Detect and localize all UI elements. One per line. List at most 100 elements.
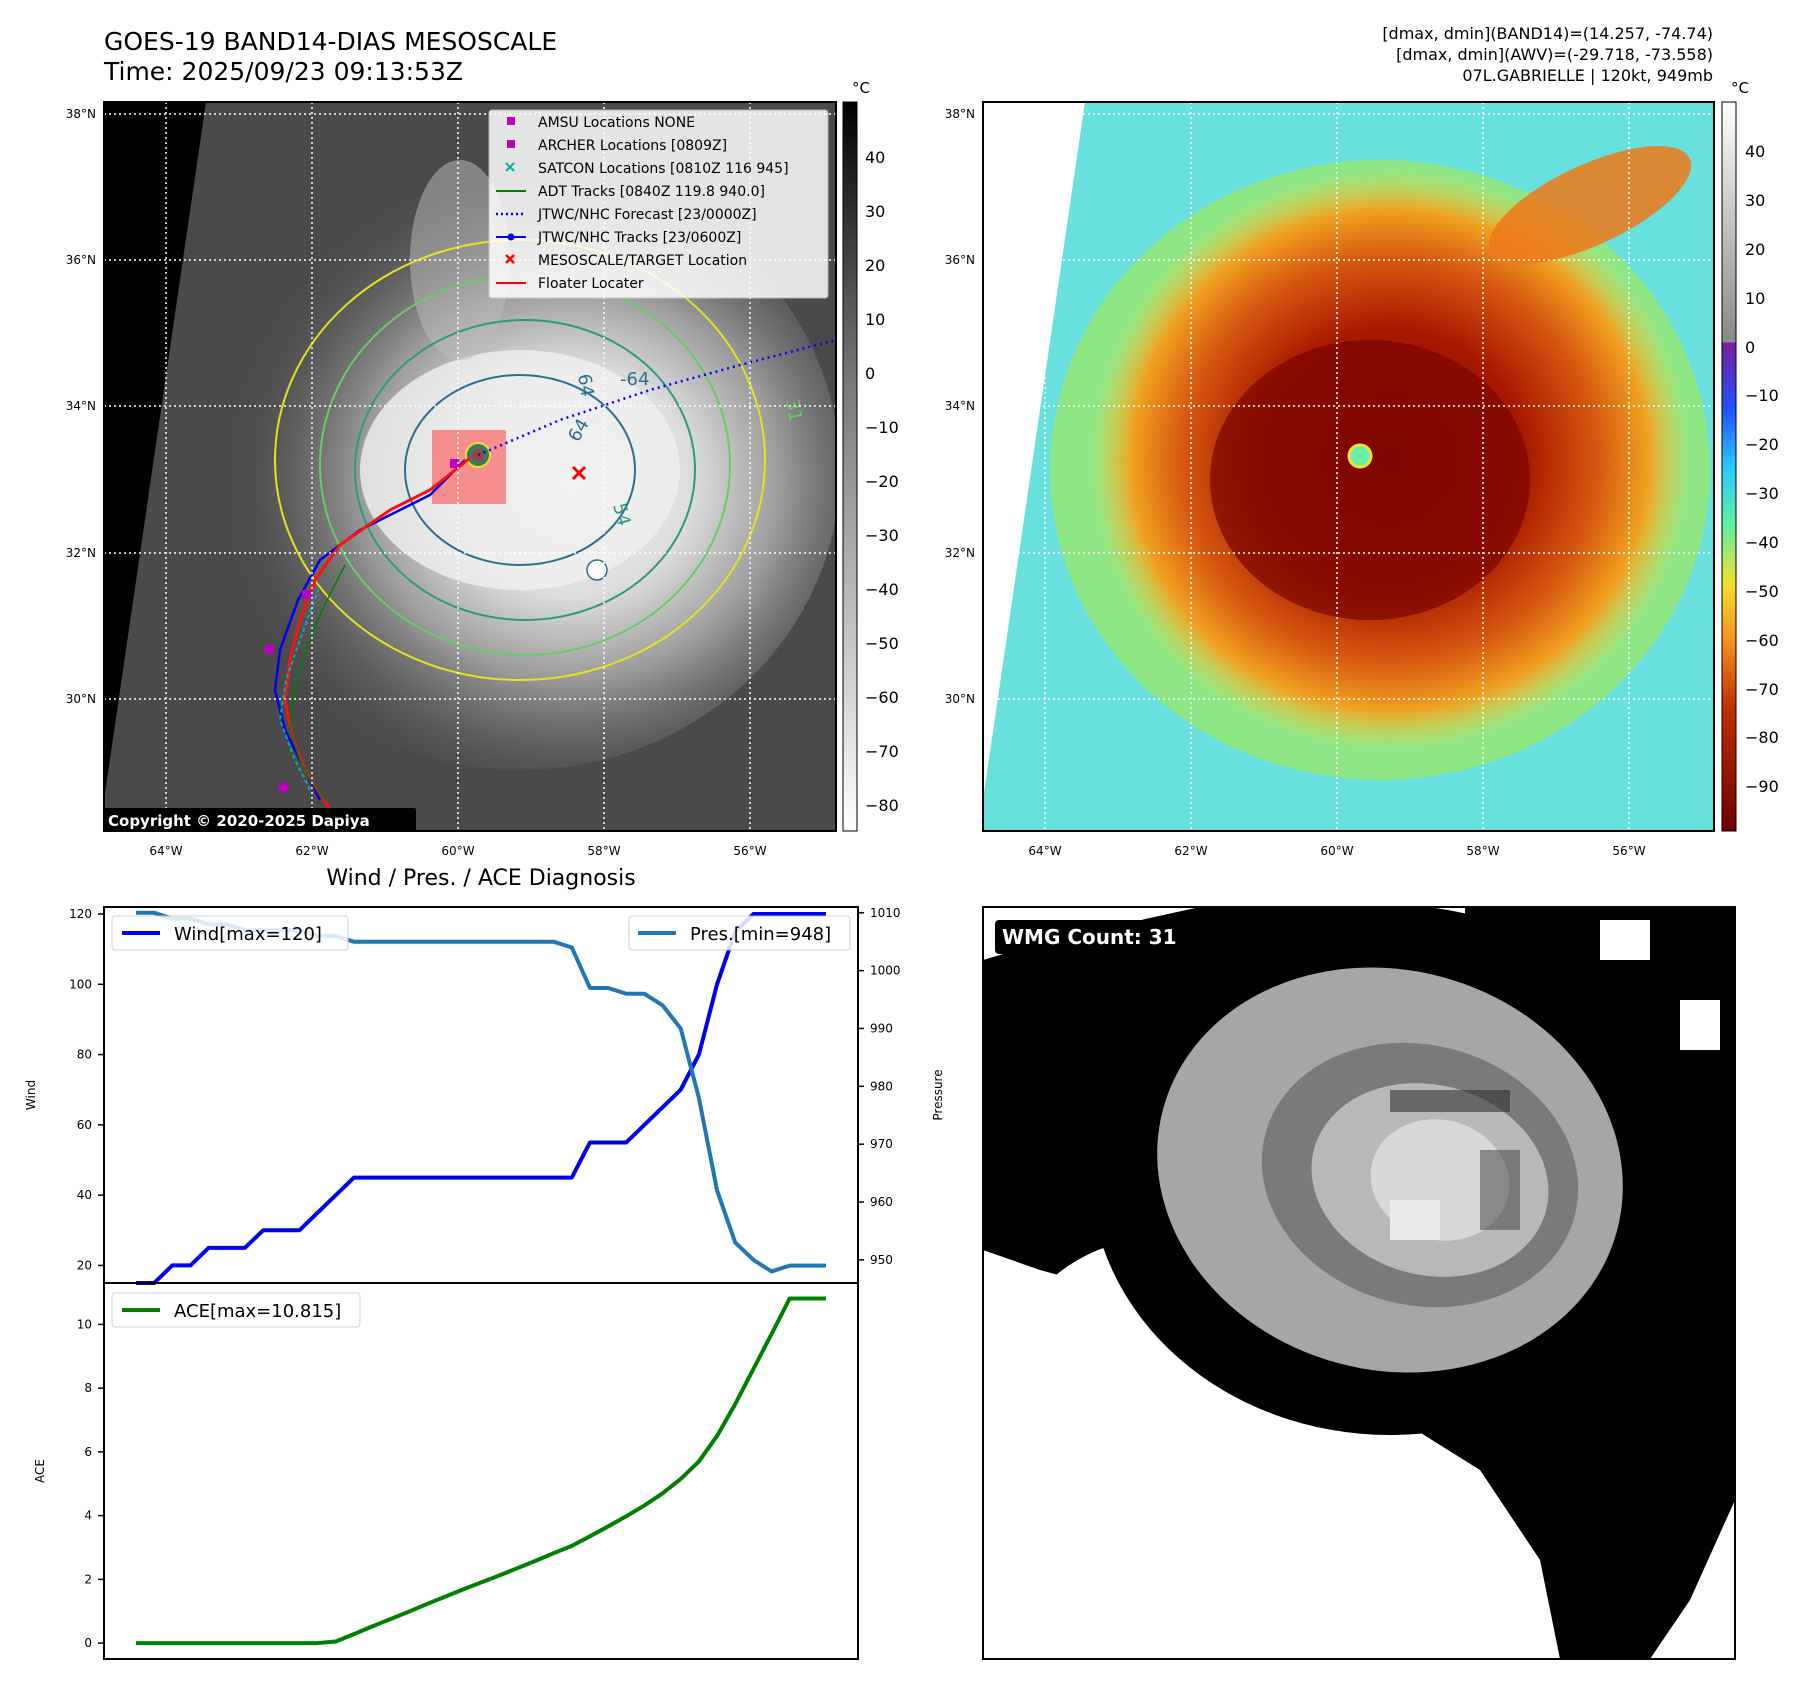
cb-tick: −80 — [865, 796, 899, 815]
cb-tick: −20 — [1745, 435, 1779, 454]
ace-ytick-label: 6 — [84, 1445, 92, 1459]
legend-item: MESOSCALE/TARGET Location — [538, 253, 747, 269]
legend-item: JTWC/NHC Tracks [23/0600Z] — [537, 230, 741, 246]
cb-tick: 30 — [865, 202, 885, 221]
wmg-panel — [983, 907, 1735, 1659]
legend-item: ARCHER Locations [0809Z] — [538, 138, 727, 154]
ace-ytick-label: 0 — [84, 1636, 92, 1650]
copyright-text: Copyright © 2020-2025 Dapiya — [108, 812, 370, 830]
ace-ytick-label: 4 — [84, 1509, 92, 1523]
ace-axis-label: ACE — [33, 1459, 47, 1483]
lat-label: 34°N — [945, 399, 975, 413]
lat-label: 30°N — [66, 692, 96, 706]
pressure-axis-label: Pressure — [931, 1069, 945, 1120]
storm-info: 07L.GABRIELLE | 120kt, 949mb — [1462, 66, 1713, 85]
map-legend: AMSU Locations NONE ARCHER Locations [08… — [488, 109, 829, 299]
pressure-ytick-label: 990 — [870, 1021, 893, 1035]
wind-ytick-label: 20 — [77, 1258, 92, 1272]
lat-label: 32°N — [945, 546, 975, 560]
lat-label: 38°N — [945, 107, 975, 121]
ace-ytick-label: 8 — [84, 1381, 92, 1395]
cb-tick: 10 — [865, 310, 885, 329]
wind-chart-frame — [103, 906, 859, 1284]
cb-tick: 40 — [865, 148, 885, 167]
ace-legend: ACE[max=10.815] — [111, 1292, 361, 1328]
wmg-count-label: WMG Count: 31 — [1002, 925, 1177, 949]
color-colorbar-unit: °C — [1731, 79, 1749, 97]
wind-ytick-label: 60 — [77, 1118, 92, 1132]
wmg-count-badge — [995, 920, 1187, 954]
pressure-legend: Pres.[min=948] — [628, 915, 851, 951]
wind-ytick-label: 40 — [77, 1188, 92, 1202]
cb-tick: −20 — [865, 472, 899, 491]
cb-tick: 40 — [1745, 142, 1765, 161]
legend-item: SATCON Locations [0810Z 116 945] — [538, 161, 789, 177]
color-colorbar: °C 40 30 20 10 0 −10 −20 −30 −40 −50 −60… — [1721, 79, 1779, 832]
cb-tick: −70 — [865, 742, 899, 761]
lat-label: 38°N — [66, 107, 96, 121]
ace-ytick-label: 10 — [77, 1317, 92, 1331]
tr-lon-labels: 64°W 62°W 60°W 58°W 56°W — [1028, 844, 1645, 858]
cb-tick: −80 — [1745, 728, 1779, 747]
legend-item: Floater Locater — [538, 276, 644, 292]
contour-label: 31 — [781, 397, 806, 423]
legend-item: ADT Tracks [0840Z 119.8 940.0] — [538, 184, 765, 200]
lat-label: 36°N — [945, 253, 975, 267]
gray-colorbar-unit: °C — [852, 79, 870, 97]
tl-lat-labels: 38°N 36°N 34°N 32°N 30°N — [66, 107, 96, 706]
pressure-ytick-label: 980 — [870, 1079, 893, 1093]
cb-tick: −10 — [1745, 386, 1779, 405]
cb-tick: −60 — [865, 688, 899, 707]
ir-color-map — [983, 102, 1714, 831]
color-colorbar-ticks: 40 30 20 10 0 −10 −20 −30 −40 −50 −60 −7… — [1745, 142, 1779, 796]
cb-tick: 30 — [1745, 191, 1765, 210]
pressure-ytick-label: 1000 — [870, 964, 901, 978]
cb-tick: −30 — [1745, 484, 1779, 503]
wind-ytick-label: 120 — [69, 907, 92, 921]
lon-label: 60°W — [1320, 844, 1353, 858]
ace-chart-frame — [103, 1282, 859, 1660]
cb-tick: 20 — [865, 256, 885, 275]
pressure-ytick-label: 960 — [870, 1195, 893, 1209]
lon-label: 62°W — [1174, 844, 1207, 858]
target-legend-marker — [505, 254, 515, 264]
pressure-ytick-label: 950 — [870, 1253, 893, 1267]
dmax-awv-info: [dmax, dmin](AWV)=(-29.718, -73.558) — [1396, 45, 1713, 64]
cb-tick: −50 — [1745, 582, 1779, 601]
pressure-ytick-label: 970 — [870, 1137, 893, 1151]
map-gridlines — [983, 102, 1714, 831]
pressure-ytick-label: 1010 — [870, 906, 901, 920]
wind-legend-label: Wind[max=120] — [174, 924, 322, 945]
cb-tick: 10 — [1745, 289, 1765, 308]
dmax-band14-info: [dmax, dmin](BAND14)=(14.257, -74.74) — [1382, 24, 1713, 43]
figure-time: Time: 2025/09/23 09:13:53Z — [103, 57, 463, 86]
cb-tick: −10 — [865, 418, 899, 437]
archer-legend-marker — [507, 140, 515, 148]
ace-chart: 0 2 4 6 8 10 — [77, 1296, 826, 1650]
wmg-frame — [982, 906, 1736, 1660]
lat-label: 32°N — [66, 546, 96, 560]
lon-label: 56°W — [1612, 844, 1645, 858]
figure-title: GOES-19 BAND14-DIAS MESOSCALE — [104, 27, 557, 56]
contour-label: 64 — [573, 372, 598, 398]
lon-label: 60°W — [441, 844, 474, 858]
wind-series-line — [136, 912, 826, 1285]
cb-tick: −30 — [865, 526, 899, 545]
wind-ytick-label: 80 — [77, 1048, 92, 1062]
lon-label: 62°W — [295, 844, 328, 858]
lon-label: 58°W — [1466, 844, 1499, 858]
wind-axis-label: Wind — [24, 1080, 38, 1110]
wind-ytick-label: 100 — [69, 977, 92, 991]
gray-colorbar-ticks: 40 30 20 10 0 −10 −20 −30 −40 −50 −60 −7… — [865, 148, 899, 815]
cb-tick: −40 — [1745, 533, 1779, 552]
lat-label: 30°N — [945, 692, 975, 706]
ace-series-line — [136, 1296, 826, 1646]
wind-legend: Wind[max=120] — [111, 915, 349, 951]
cb-tick: −70 — [1745, 680, 1779, 699]
cb-tick: −90 — [1745, 777, 1779, 796]
diagnosis-title: Wind / Pres. / ACE Diagnosis — [326, 866, 635, 891]
cb-tick: −40 — [865, 580, 899, 599]
wind-pressure-chart: 20 40 60 80 100 120 950 960 970 980 990 1000 1010 — [69, 906, 901, 1285]
cb-tick: −60 — [1745, 631, 1779, 650]
